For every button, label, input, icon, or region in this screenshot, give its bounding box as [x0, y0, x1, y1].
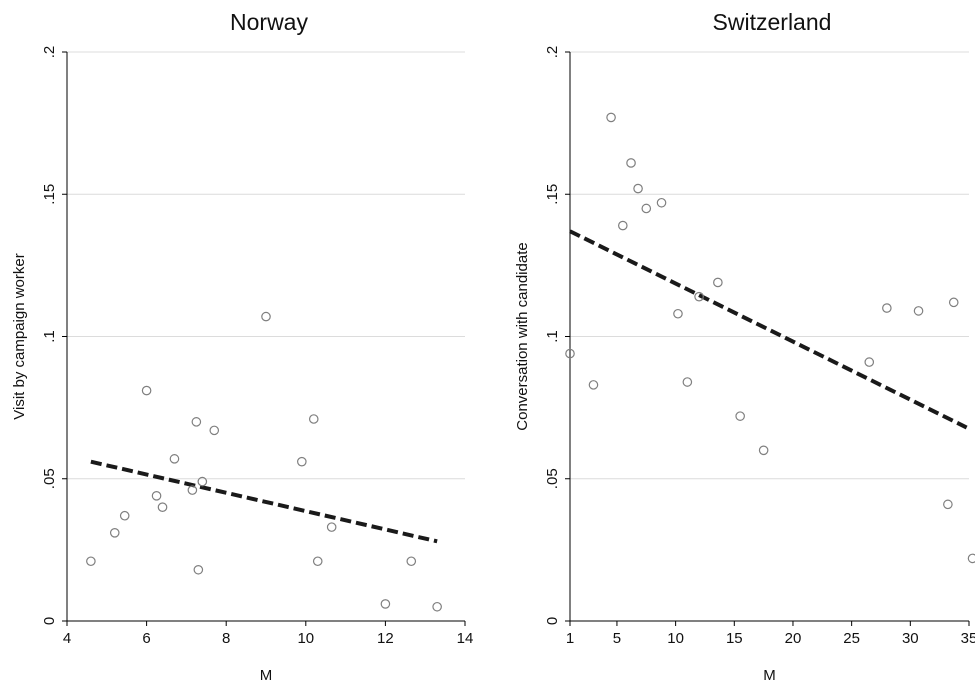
x-tick-label: 15 [726, 630, 743, 647]
chart-title: Switzerland [713, 9, 832, 35]
scatter-point [380, 599, 391, 609]
fit-line [90, 459, 438, 544]
scatter-point [967, 553, 975, 564]
scatter-point [432, 601, 442, 612]
x-tick-label: 35 [961, 630, 975, 647]
scatter-point [297, 456, 307, 467]
x-tick-label: 10 [667, 630, 684, 647]
scatter-point [626, 158, 636, 168]
x-tick-label: 14 [457, 630, 474, 647]
y-tick-label: .05 [41, 468, 58, 489]
x-tick-label: 6 [142, 630, 150, 647]
y-tick-label: 0 [544, 617, 561, 625]
scatter-point [735, 411, 745, 421]
x-tick-label: 12 [377, 630, 394, 647]
panel-norway: 0 .05 .1 .15 .2 4 6 8 10 12 14 Norway M Visit by camp… [11, 9, 473, 684]
scatter-point [308, 414, 319, 424]
scatter-point [673, 308, 683, 319]
scatter-point [713, 277, 723, 288]
panel-switzerland: 0.05.1.15.21 5 10 15 20 25 30 35SwitzerlandMCon… [514, 9, 975, 684]
scatter-point [882, 303, 892, 313]
scatter-point [191, 417, 202, 427]
scatter-point [406, 556, 417, 567]
scatter-point [197, 476, 208, 487]
y-tick-label: .05 [544, 468, 561, 489]
scatter-point [758, 445, 769, 456]
chart-title: Norway [230, 9, 308, 35]
scatter-point [633, 183, 643, 194]
scatter-point [86, 556, 96, 567]
x-tick-label: 20 [785, 630, 802, 647]
scatter-point [565, 348, 575, 359]
y-tick-label: 0 [41, 617, 58, 625]
y-tick-label: .2 [544, 46, 561, 59]
scatter-point [606, 112, 616, 123]
x-tick-label: 8 [222, 630, 230, 647]
y-tick-label: .15 [544, 184, 561, 205]
scatter-point [261, 311, 271, 322]
x-tick-label: 30 [902, 630, 919, 647]
x-tick-label: 1 [566, 630, 574, 647]
x-tick-label: 4 [63, 630, 71, 647]
scatter-point [656, 197, 667, 208]
fit-line [569, 229, 968, 430]
y-tick-label: .2 [41, 46, 58, 59]
scatter-point [312, 556, 323, 567]
scatter-point [618, 220, 628, 231]
scatter-point [588, 380, 599, 390]
scatter-point [326, 522, 337, 532]
scatter-point [864, 357, 875, 367]
x-tick-label: 25 [843, 630, 860, 647]
scatter-point [157, 502, 168, 512]
x-tick-label: 5 [613, 630, 621, 647]
y-tick-label: .15 [41, 184, 58, 205]
scatter-point [109, 528, 120, 538]
scatter-point [187, 485, 198, 495]
y-axis-label: Conversation with candidate [514, 242, 531, 430]
scatter-point [694, 291, 704, 302]
x-tick-label: 10 [297, 630, 314, 647]
scatter-point [151, 491, 162, 501]
scatter-point [193, 564, 204, 575]
x-axis-label: M [763, 667, 776, 684]
y-tick-label: .1 [544, 330, 561, 343]
scatter-point [682, 377, 693, 387]
y-axis-label: Visit by campaign worker [11, 253, 28, 419]
scatter-point [913, 306, 924, 316]
x-axis-label: M [260, 667, 273, 684]
scatter-point [641, 203, 652, 214]
scatter-point [209, 425, 220, 436]
scatter-point [119, 510, 130, 521]
y-tick-label: .1 [41, 330, 58, 343]
scatter-point [943, 499, 953, 510]
scatter-point [948, 297, 959, 308]
scatter-point [141, 385, 152, 396]
scatter-point [169, 454, 180, 464]
